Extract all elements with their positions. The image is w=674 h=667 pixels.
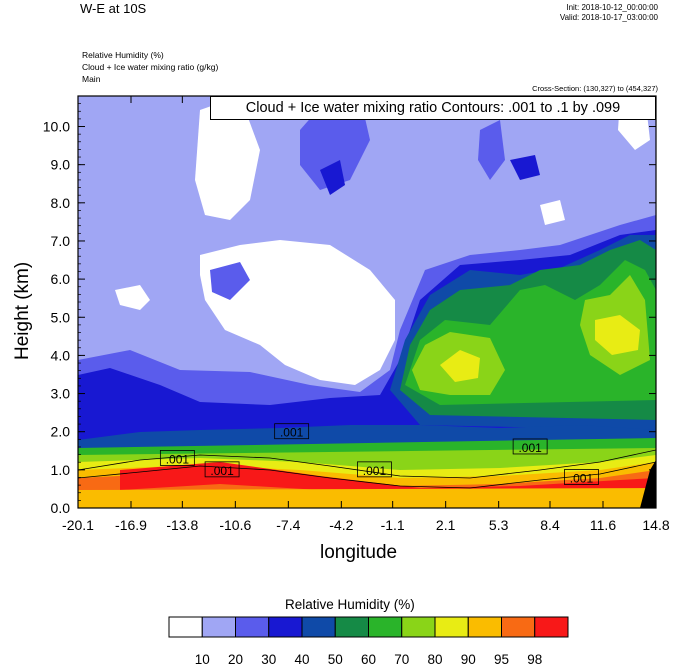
init-time: Init: 2018-10-12_00:00:00 bbox=[566, 3, 658, 12]
valid-time: Valid: 2018-10-17_03:00:00 bbox=[559, 13, 658, 22]
field-label-rh: Relative Humidity (%) bbox=[82, 50, 164, 60]
x-tick-label: 5.3 bbox=[489, 517, 509, 533]
colorbar-swatch bbox=[368, 616, 403, 638]
colorbar-label: 70 bbox=[394, 652, 409, 667]
contour-label-box bbox=[159, 450, 195, 466]
colorbar-label: 80 bbox=[427, 652, 442, 667]
colorbar-swatch bbox=[201, 616, 236, 638]
y-tick-label: 3.0 bbox=[51, 386, 71, 402]
x-tick-label: -4.2 bbox=[329, 517, 353, 533]
contour-label: .001 bbox=[518, 441, 542, 455]
colorbar-swatch bbox=[268, 616, 303, 638]
colorbar-swatch bbox=[168, 616, 203, 638]
y-tick-label: 10.0 bbox=[43, 119, 70, 135]
contour-label: .001 bbox=[280, 426, 304, 440]
contour-label-box bbox=[512, 438, 548, 455]
colorbar-label: 40 bbox=[294, 652, 309, 667]
colorbar-label: 50 bbox=[328, 652, 343, 667]
colorbar-swatch bbox=[401, 616, 436, 638]
cloud-contours bbox=[78, 449, 656, 489]
x-tick-label: 2.1 bbox=[436, 517, 456, 533]
colorbar-label: 95 bbox=[494, 652, 509, 667]
x-tick-label: 14.8 bbox=[642, 517, 669, 533]
chart-title: W-E at 10S bbox=[80, 1, 147, 16]
x-tick-label: -16.9 bbox=[115, 517, 147, 533]
contour-label-box bbox=[357, 461, 392, 478]
contour-label-box bbox=[564, 469, 599, 485]
y-tick-label: 6.0 bbox=[51, 271, 71, 287]
colorbar-swatch bbox=[434, 616, 469, 638]
colorbar-label: 30 bbox=[261, 652, 276, 667]
y-tick-label: 0.0 bbox=[51, 500, 71, 516]
x-tick-label: -13.8 bbox=[166, 517, 198, 533]
humidity-field bbox=[78, 96, 656, 508]
colorbar-label: 90 bbox=[461, 652, 476, 667]
colorbar-swatch bbox=[235, 616, 270, 638]
colorbar-swatch bbox=[301, 616, 336, 638]
contour-label: .001 bbox=[570, 471, 594, 485]
colorbar-label: 60 bbox=[361, 652, 376, 667]
x-tick-label: 11.6 bbox=[590, 517, 616, 533]
y-tick-label: 7.0 bbox=[51, 233, 71, 249]
colorbar-label: 98 bbox=[527, 652, 542, 667]
x-tick-label: -1.1 bbox=[381, 517, 405, 533]
field-label-cloud: Cloud + Ice water mixing ratio (g/kg) bbox=[82, 62, 219, 72]
y-tick-label: 2.0 bbox=[51, 424, 71, 440]
cross-section-label: Cross-Section: (130,327) to (454,327) bbox=[532, 84, 658, 93]
contour-label-box bbox=[274, 423, 310, 440]
y-tick-label: 4.0 bbox=[51, 347, 71, 363]
field-label-main: Main bbox=[82, 74, 101, 84]
y-tick-label: 5.0 bbox=[51, 309, 71, 325]
contour-label: .001 bbox=[363, 464, 387, 478]
y-axis-label: Height (km) bbox=[12, 261, 33, 360]
colorbar-swatch bbox=[534, 616, 569, 638]
x-tick-label: -20.1 bbox=[62, 517, 94, 533]
colorbar-swatch bbox=[334, 616, 369, 638]
contour-info: Cloud + Ice water mixing ratio Contours:… bbox=[210, 96, 656, 120]
x-axis-label: longitude bbox=[320, 542, 398, 563]
x-tick-label: -10.6 bbox=[219, 517, 251, 533]
contour-label: .001 bbox=[166, 452, 190, 466]
contour-label-box bbox=[204, 461, 240, 478]
colorbar-swatch bbox=[467, 616, 502, 638]
x-tick-label: -7.4 bbox=[276, 517, 300, 533]
y-tick-label: 1.0 bbox=[51, 462, 71, 478]
x-tick-label: 8.4 bbox=[540, 517, 560, 533]
colorbar-swatch bbox=[501, 616, 536, 638]
colorbar-label: 10 bbox=[195, 652, 210, 667]
colorbar-title: Relative Humidity (%) bbox=[285, 597, 415, 612]
y-tick-label: 8.0 bbox=[51, 195, 71, 211]
contour-label: .001 bbox=[210, 464, 234, 478]
y-tick-label: 9.0 bbox=[51, 157, 71, 173]
colorbar-label: 20 bbox=[228, 652, 243, 667]
